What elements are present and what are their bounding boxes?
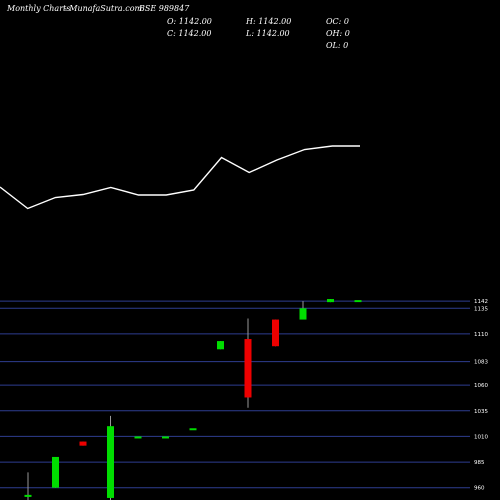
candle [134,436,142,439]
price-line-panel [0,145,360,210]
y-tick-label: 1060 [474,383,488,389]
y-tick-label: 1110 [474,332,488,338]
candle-body [189,428,197,431]
candle-body [162,436,169,439]
candle [244,318,252,408]
candle-body [217,341,224,350]
ohlc-ol: OL: 0 [326,41,348,50]
chart-title: Monthly Charts [6,4,70,13]
candle [189,428,197,431]
candle [107,415,114,500]
candle-body [272,319,279,347]
candle-body [107,426,114,498]
ohlc-open: O: 1142.00 [167,17,212,26]
candle-body [24,494,32,497]
candle [299,301,307,320]
candle-body [52,456,59,488]
chart-symbol: BSE 989847 [138,4,190,13]
y-tick-label: 985 [474,460,485,466]
candle [162,436,169,439]
candle-body [354,300,362,303]
y-tick-label: 1135 [474,306,488,312]
candle-body [79,441,87,446]
candle [52,456,59,488]
candle [272,319,279,347]
ohlc-oh: OH: 0 [326,29,350,38]
candle [79,441,87,446]
candle [327,299,334,303]
candle [24,472,32,500]
price-line-series [0,145,360,210]
candles [24,299,362,500]
y-tick-label: 1035 [474,409,488,415]
candle-body [244,339,252,398]
candle-body [327,299,334,303]
candle [217,341,224,350]
grid-lines [0,300,470,489]
candle-body [134,436,142,439]
ohlc-oc: OC: 0 [326,17,349,26]
candle-body [299,308,307,320]
y-tick-label: 1142 [474,299,488,305]
y-tick-label: 1010 [474,434,488,440]
y-tick-label: 960 [474,486,485,492]
chart-source: - MunafaSutra.com [64,4,143,13]
ohlc-high: H: 1142.00 [245,17,291,26]
y-tick-label: 1083 [474,360,488,366]
ohlc-low: L: 1142.00 [245,29,290,38]
ohlc-close: C: 1142.00 [167,29,211,38]
candle [354,300,362,303]
